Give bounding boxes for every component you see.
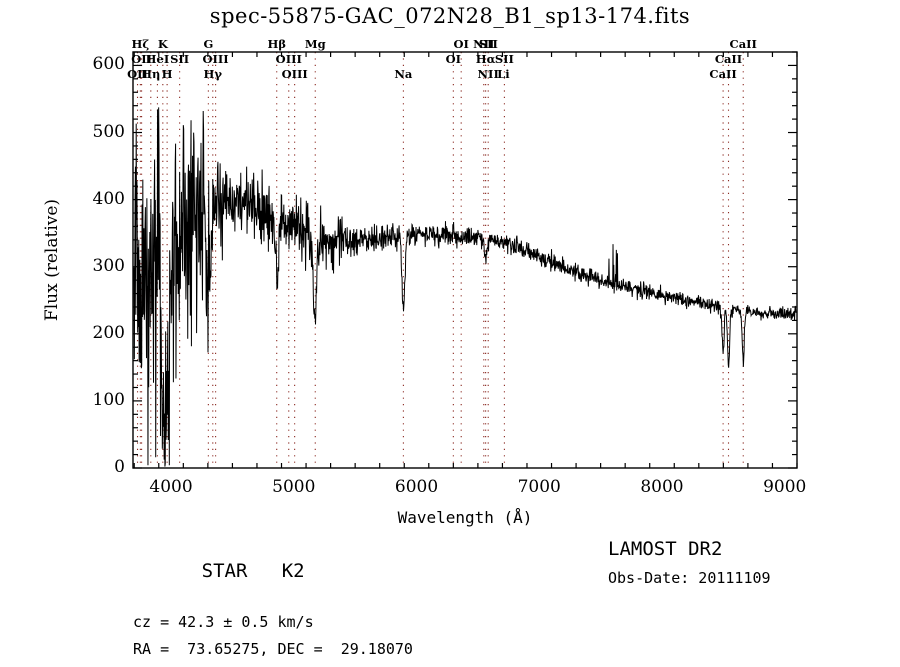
spectral-line-label: NII [477,67,499,81]
y-axis-label: Flux (relative) [42,198,62,322]
spectral-line-label: OIII [202,52,229,66]
spectral-line-label: G [203,37,214,51]
spectral-line-label: OIII [275,52,302,66]
survey-name: LAMOST DR2 [608,538,723,560]
spectral-line-label: SII [478,37,498,51]
object-type: STAR [201,560,248,582]
spectrum-plot [132,51,798,469]
x-tick-label: 5000 [272,477,316,497]
spectral-line-label: OII [127,67,148,81]
coordinates: RA = 73.65275, DEC = 29.18070 [133,640,413,658]
radial-velocity: cz = 42.3 ± 0.5 km/s [133,613,314,631]
y-tick-label: 0 [114,457,125,477]
x-tick-label: 6000 [394,477,439,497]
x-tick-label: 9000 [763,477,807,497]
x-tick-label: 4000 [149,477,193,497]
spectral-line-label: Hβ [267,37,286,51]
x-tick-label: 7000 [517,477,561,497]
spectral-line-label: Hγ [203,67,222,81]
spectral-line-label: Li [497,67,510,81]
x-axis-label: Wavelength (Å) [397,508,533,527]
spectral-line-label: Hα [475,52,496,66]
spectral-line-label: OI [445,52,462,66]
spectral-line-label: OI [453,37,469,51]
spectral-line-label: K [157,37,168,51]
y-tick-label: 500 [92,121,125,142]
y-tick-label: 200 [92,322,125,343]
spectral-line-label: SII [494,52,514,66]
spectral-line-label: CaII [709,67,737,81]
y-tick-label: 400 [92,188,125,209]
spectral-class: K2 [281,560,305,582]
spectral-line-label: Na [394,67,413,81]
spectral-line-label: H [161,67,173,81]
spectral-line-label: CaII [714,52,743,66]
observation-date: Obs-Date: 20111109 [608,569,771,587]
spectral-line-label: SII [170,52,190,66]
spectral-line-label: Hζ [131,37,150,51]
spectral-line-label: OII [131,52,152,66]
y-tick-label: 100 [92,389,125,410]
object-type-and-class: STAR K2 [133,538,413,604]
spectral-line-label: Hη [141,67,161,81]
page-title: spec-55875-GAC_072N28_B1_sp13-174.fits [209,4,691,28]
y-tick-label: 300 [92,255,125,276]
spectral-line-label: HeI [145,52,170,66]
spectral-line-label: NII [473,37,495,51]
object-info-block: STAR K2 cz = 42.3 ± 0.5 km/s RA = 73.652… [133,538,413,667]
spectral-line-label: OIII [281,67,308,81]
spectral-line-label: Mg [304,37,326,51]
survey-info-block: LAMOST DR2 Obs-Date: 20111109 [608,538,771,596]
spectrum-viewer: spec-55875-GAC_072N28_B1_sp13-174.fits F… [42,4,807,658]
spectral-line-label: CaII [729,37,757,51]
x-tick-label: 8000 [640,477,684,497]
y-tick-label: 600 [92,54,125,75]
